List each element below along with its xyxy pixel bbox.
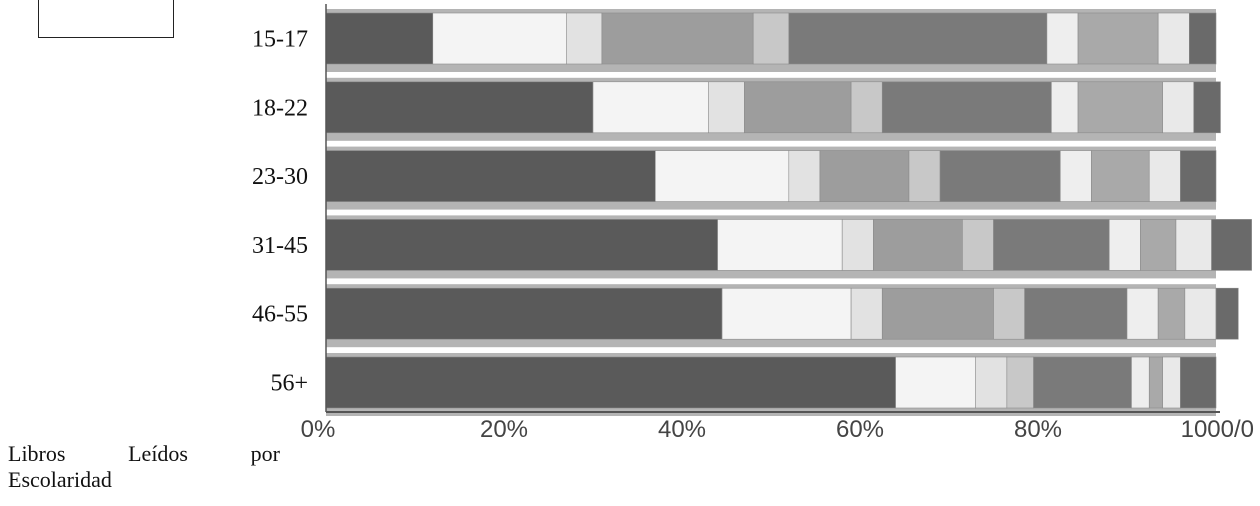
bar-segment (1091, 150, 1150, 202)
legend-box (38, 0, 174, 38)
bar-segment (962, 219, 994, 271)
bar-segment (325, 81, 594, 134)
category-label: 18-22 (252, 95, 308, 121)
bar-segment (993, 287, 1025, 340)
caption-word: por (250, 441, 280, 466)
category-label: 31-45 (252, 233, 308, 259)
bar-segment (873, 219, 963, 271)
bar-segment (881, 81, 1052, 134)
bar-segment (565, 12, 603, 65)
bar-segment (993, 219, 1110, 271)
bar-segment (788, 150, 821, 202)
x-tick-label: 80% (1014, 416, 1062, 443)
bar-segment (1131, 356, 1150, 409)
category-label: 46-55 (252, 302, 308, 328)
bar-segment (1126, 287, 1159, 340)
bar-segment (819, 150, 910, 202)
x-tick-label: 0% (301, 416, 336, 443)
bar-segment (721, 287, 852, 340)
bar-segment (895, 356, 976, 409)
x-tick-label: 1000/0 (1181, 416, 1254, 443)
bar-segment (908, 150, 941, 202)
bar-segment (1193, 81, 1221, 134)
bar-segment (975, 356, 1008, 409)
bar-segment (717, 219, 843, 271)
bar-segment (939, 150, 1061, 202)
bar-segment (1180, 356, 1217, 409)
category-label: 15-17 (252, 27, 308, 53)
bar-segment (1006, 356, 1034, 409)
bar-segment (1180, 150, 1217, 202)
bar-segment (850, 81, 883, 134)
x-tick-label: 40% (658, 416, 706, 443)
bar-segment (788, 12, 1048, 65)
x-tick-label: 20% (480, 416, 528, 443)
category-label: 23-30 (252, 164, 308, 190)
bar-segment (1175, 219, 1212, 271)
bar-segment (432, 12, 567, 65)
bar-segment (708, 81, 745, 134)
category-labels: 15-17 18-22 23-30 31-45 46-55 56+ (252, 27, 308, 397)
bar-segment (1211, 219, 1252, 271)
caption-line-2: Escolaridad (8, 467, 112, 492)
bar-segment (1059, 150, 1092, 202)
bar-tracks (326, 9, 1216, 416)
x-tick-labels: 0% 20% 40% 60% 80% 1000/0 (301, 416, 1254, 443)
bar-segment (1184, 287, 1217, 340)
bar-segment (1215, 287, 1239, 340)
bar-segment (1033, 356, 1132, 409)
bar-segment (325, 150, 656, 202)
bar-segment (1157, 12, 1190, 65)
chart-caption: Libros Leídos por Escolaridad (8, 441, 280, 493)
bar-segment (325, 12, 434, 65)
caption-word: Libros (8, 441, 66, 466)
bar-segment (1157, 287, 1186, 340)
bar-segment (1148, 356, 1163, 409)
bar-segment (1162, 81, 1195, 134)
bar-segment (325, 356, 896, 409)
bar-segment (325, 219, 718, 271)
bar-segment (1148, 150, 1181, 202)
bar-segment (1189, 12, 1217, 65)
bar-segment (1024, 287, 1128, 340)
bar-segment (881, 287, 994, 340)
bar-segments (325, 12, 1252, 409)
bar-segment (1051, 81, 1079, 134)
bar-segment (1108, 219, 1141, 271)
bar-segment (743, 81, 852, 134)
bar-segment (1077, 81, 1163, 134)
bar-segment (592, 81, 709, 134)
x-tick-label: 60% (836, 416, 884, 443)
bar-segment (1046, 12, 1079, 65)
bar-segment (841, 219, 874, 271)
bar-segment (325, 287, 723, 340)
caption-word: Leídos (128, 441, 188, 466)
bar-segment (1140, 219, 1177, 271)
category-label: 56+ (270, 371, 308, 397)
bar-segment (752, 12, 790, 65)
bar-segment (1162, 356, 1181, 409)
bar-segment (654, 150, 790, 202)
bar-segment (1077, 12, 1159, 65)
bar-segment (850, 287, 883, 340)
bar-segment (601, 12, 754, 65)
